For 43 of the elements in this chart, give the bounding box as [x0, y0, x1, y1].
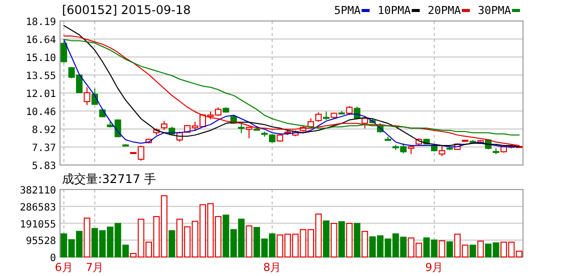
x-tick-label: 6月: [54, 261, 73, 274]
legend-label: 10PMA: [378, 4, 412, 17]
candlestick: [308, 118, 314, 128]
y-tick-label: 18.19: [26, 17, 56, 28]
y-tick-label: 13.55: [26, 71, 56, 82]
x-tick-label: 7月: [86, 261, 104, 274]
y-tick-label: 8.92: [32, 125, 56, 136]
y-tick-label: 10.46: [26, 107, 56, 118]
bar: [477, 240, 484, 258]
candlestick: [238, 122, 245, 134]
x-tick-label: 9月: [425, 261, 444, 274]
bar: [446, 241, 453, 258]
bar: [84, 218, 90, 258]
chart-title: 成交量:32717 手: [62, 172, 156, 186]
y-tick-label: 12.01: [26, 89, 56, 100]
bar: [168, 230, 176, 258]
candlestick: [315, 112, 322, 122]
bar: [330, 222, 338, 258]
bar: [346, 222, 353, 258]
y-tick-label: 7.37: [32, 143, 56, 154]
y-tick-label: 16.64: [26, 35, 56, 46]
y-tick-label: 5.83: [32, 161, 56, 172]
legend-label: 20PMA: [428, 4, 462, 17]
x-tick-label: 8月: [263, 261, 282, 274]
y-tick-label: 286583: [20, 202, 56, 214]
y-tick-label: 191055: [20, 219, 56, 230]
y-tick-label: 15.10: [26, 53, 56, 64]
bar: [354, 222, 360, 258]
legend-label: 5PMA: [334, 4, 361, 17]
y-tick-label: 0: [50, 253, 56, 264]
y-tick-label: 95528: [26, 236, 56, 248]
bar: [362, 230, 368, 258]
bar: [470, 244, 476, 258]
candlestick: [246, 126, 252, 139]
y-tick-label: 382110: [20, 186, 56, 196]
legend-label: 30PMA: [478, 4, 512, 17]
candlestick: [438, 146, 446, 157]
chart-title: [600152] 2015-09-18: [62, 3, 191, 17]
bar: [438, 240, 446, 258]
bar: [338, 221, 345, 258]
bar: [246, 225, 252, 258]
bar: [322, 220, 330, 258]
candlestick: [84, 86, 90, 106]
